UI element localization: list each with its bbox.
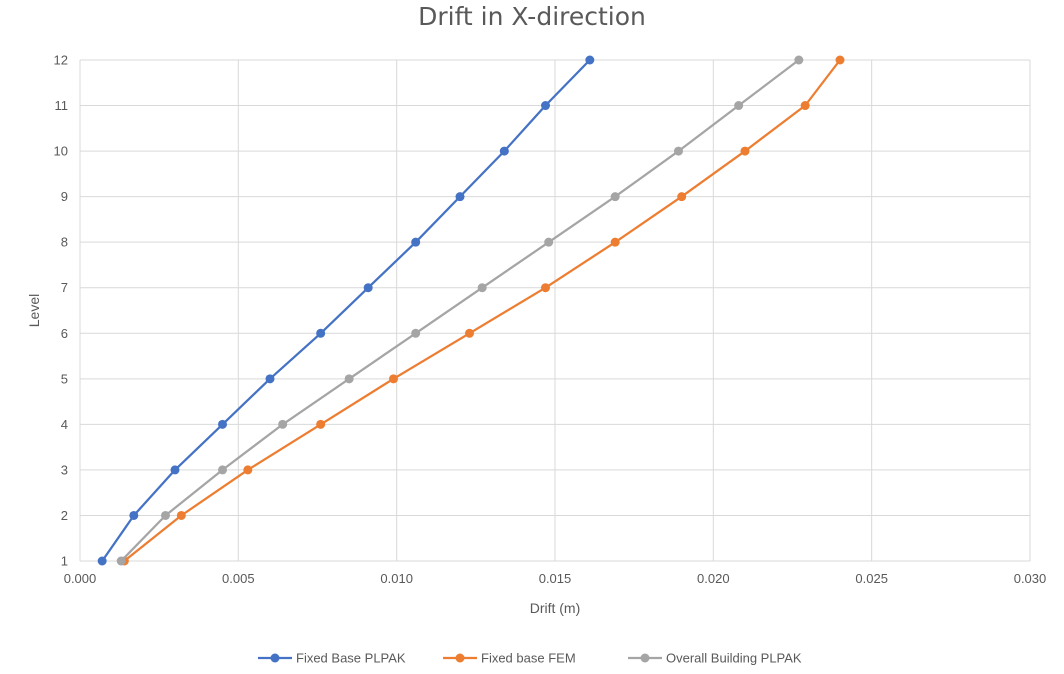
legend-marker-1 bbox=[270, 653, 280, 663]
series-1-point bbox=[129, 510, 139, 520]
series-2-point bbox=[176, 510, 186, 520]
y-tick-label: 8 bbox=[61, 235, 68, 250]
series-3-point bbox=[116, 556, 126, 566]
series-3-point bbox=[610, 192, 620, 202]
series-2-point bbox=[835, 55, 845, 65]
legend-label-3: Overall Building PLPAK bbox=[666, 651, 802, 666]
series-2-point bbox=[740, 146, 750, 156]
legend-marker-3 bbox=[640, 653, 650, 663]
series-1-point bbox=[363, 283, 373, 293]
series-line-3 bbox=[120, 59, 800, 562]
series-1-point bbox=[411, 237, 421, 247]
x-tick-label: 0.020 bbox=[697, 571, 730, 586]
y-tick-label: 7 bbox=[61, 280, 68, 295]
legend-label-2: Fixed base FEM bbox=[481, 651, 576, 666]
series-2-point bbox=[800, 101, 810, 111]
series-1-point bbox=[97, 556, 107, 566]
y-tick-label: 2 bbox=[61, 508, 68, 523]
series-3-point bbox=[278, 419, 288, 429]
x-tick-label: 0.000 bbox=[64, 571, 97, 586]
series-2-point bbox=[389, 374, 398, 384]
x-tick-label: 0.005 bbox=[222, 571, 255, 586]
series-2-point bbox=[316, 419, 326, 429]
series-3-point bbox=[477, 283, 487, 293]
x-axis-title: Drift (m) bbox=[530, 600, 581, 616]
series-2-point bbox=[541, 283, 550, 293]
x-tick-label: 0.030 bbox=[1014, 571, 1047, 586]
series-2-point bbox=[465, 328, 474, 338]
series-1-point bbox=[170, 465, 180, 475]
series-1-point bbox=[455, 192, 465, 202]
series-2-point bbox=[243, 465, 253, 475]
y-axis-title: Level bbox=[26, 294, 42, 327]
series-2-point bbox=[610, 237, 620, 247]
chart-title: Drift in X-direction bbox=[418, 2, 646, 31]
y-tick-label: 6 bbox=[61, 326, 68, 341]
y-tick-label: 3 bbox=[61, 462, 68, 477]
series-line-1 bbox=[101, 59, 591, 562]
y-tick-label: 12 bbox=[54, 53, 68, 68]
series-3-point bbox=[674, 146, 683, 156]
series-3-point bbox=[218, 465, 227, 475]
series-1-point bbox=[265, 374, 275, 384]
series-3-point bbox=[794, 55, 804, 65]
series-3-point bbox=[344, 374, 354, 384]
y-tick-label: 5 bbox=[61, 371, 68, 386]
x-tick-label: 0.010 bbox=[380, 571, 413, 586]
series-3-point bbox=[734, 101, 744, 111]
y-tick-label: 1 bbox=[61, 554, 68, 569]
series-1-point bbox=[499, 146, 509, 156]
series-3-point bbox=[161, 510, 170, 520]
y-tick-label: 11 bbox=[55, 98, 69, 113]
y-tick-label: 9 bbox=[61, 189, 68, 204]
series-1-point bbox=[316, 328, 326, 338]
series-1-point bbox=[541, 101, 550, 111]
legend-label-1: Fixed Base PLPAK bbox=[296, 651, 406, 666]
y-tick-label: 10 bbox=[54, 144, 68, 159]
x-tick-label: 0.015 bbox=[539, 571, 572, 586]
y-tick-label: 4 bbox=[61, 417, 68, 432]
legend-marker-2 bbox=[455, 653, 465, 663]
series-3-point bbox=[411, 328, 421, 338]
series-1-point bbox=[218, 419, 227, 429]
series-line-2 bbox=[123, 59, 841, 562]
series-2-point bbox=[677, 192, 687, 202]
series-3-point bbox=[544, 237, 554, 247]
x-tick-label: 0.025 bbox=[855, 571, 888, 586]
series-1-point bbox=[585, 55, 595, 65]
